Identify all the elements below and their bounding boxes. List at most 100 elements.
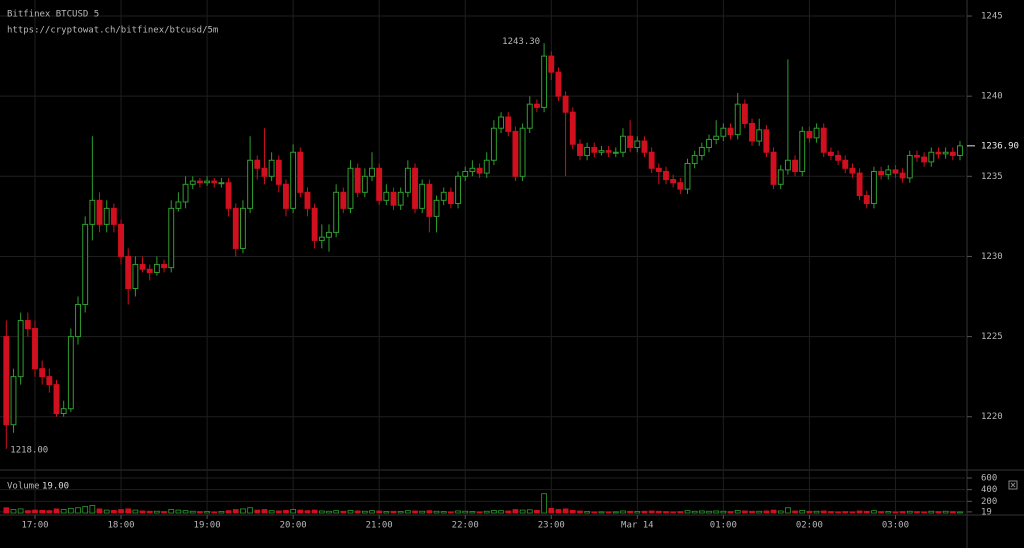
- candle-body: [153, 263, 160, 273]
- candle-body: [455, 175, 461, 205]
- volume-bar: [799, 509, 806, 514]
- volume-bar: [240, 508, 246, 514]
- candle-body: [741, 103, 748, 124]
- candle-body: [878, 170, 885, 176]
- volume-bar: [3, 507, 10, 514]
- volume-bar: [397, 511, 404, 514]
- volume-bar: [921, 511, 927, 514]
- candle-body: [261, 167, 268, 177]
- candle-body: [885, 169, 892, 176]
- volume-bar: [548, 507, 555, 514]
- candle-body: [691, 154, 698, 164]
- candle-body: [792, 159, 798, 172]
- candle-body: [835, 154, 842, 161]
- candle-body: [684, 162, 691, 190]
- volume-bar: [175, 509, 182, 514]
- volume-bar: [871, 510, 877, 514]
- candle-body: [512, 130, 519, 177]
- volume-bar: [806, 510, 813, 514]
- candle-body: [713, 135, 720, 140]
- candle-body: [562, 95, 569, 113]
- volume-bar: [103, 509, 110, 514]
- candle-body: [655, 167, 662, 172]
- candle-body: [103, 207, 110, 225]
- candle-body: [612, 151, 619, 154]
- volume-bar: [792, 510, 798, 514]
- volume-bar: [949, 511, 956, 514]
- volume-bar: [46, 510, 53, 514]
- volume-bar: [691, 510, 698, 514]
- volume-label: Volume: [7, 482, 40, 492]
- candle-body: [706, 138, 712, 148]
- volume-bar: [405, 510, 411, 514]
- candle-body: [641, 140, 648, 153]
- chart-subtitle: https://cryptowat.ch/bitfinex/btcusd/5m: [7, 26, 218, 36]
- volume-bar: [60, 509, 67, 514]
- volume-bar: [283, 509, 289, 514]
- candle-body: [914, 154, 920, 158]
- candle-body: [813, 127, 820, 139]
- x-tick-label: 22:00: [452, 521, 479, 531]
- volume-bar: [440, 511, 447, 514]
- volume-bar: [75, 507, 81, 514]
- candle-body: [376, 167, 383, 201]
- candle-body: [132, 263, 139, 289]
- candle-body: [949, 151, 956, 156]
- volume-bar: [297, 509, 304, 514]
- close-button[interactable]: [1008, 480, 1018, 490]
- volume-bar: [957, 511, 963, 514]
- volume-bar: [17, 508, 24, 514]
- candle-body: [584, 146, 591, 156]
- candle-body: [232, 207, 239, 249]
- x-tick-label: 19:00: [194, 521, 221, 531]
- candle-body: [96, 199, 103, 225]
- candle-body: [921, 156, 928, 163]
- candle-body: [928, 151, 935, 163]
- candle-body: [225, 182, 232, 209]
- volume-bar: [361, 510, 368, 514]
- candle-body: [505, 116, 512, 132]
- volume-bar: [469, 511, 476, 514]
- volume-bar: [161, 511, 167, 514]
- candle-body: [827, 151, 834, 156]
- candle-body: [842, 159, 849, 169]
- candle-body: [340, 191, 347, 209]
- volume-bar: [742, 510, 748, 514]
- volume-bar: [569, 509, 576, 514]
- volume-last: 19.00: [42, 482, 69, 492]
- volume-bar: [634, 511, 641, 514]
- volume-bar: [232, 509, 239, 514]
- volume-bar: [204, 511, 210, 514]
- chart-title: Bitfinex BTCUSD 5: [7, 10, 99, 20]
- volume-bar: [914, 511, 920, 514]
- labels: Bitfinex BTCUSD 5 https://cryptowat.ch/b…: [7, 10, 1019, 531]
- x-tick-label: 01:00: [710, 521, 737, 531]
- candle-body: [290, 151, 297, 209]
- candle-body: [196, 180, 203, 184]
- candle-body: [856, 172, 863, 197]
- volume-bar: [526, 509, 533, 514]
- candle-body: [670, 179, 677, 184]
- candle-body: [892, 169, 899, 174]
- volume-bar: [842, 511, 849, 514]
- candle-body: [118, 223, 124, 257]
- x-tick-label: Mar 14: [621, 521, 654, 531]
- volume-bar: [828, 511, 834, 514]
- candle-body: [526, 103, 533, 129]
- candle-body: [863, 195, 870, 205]
- volume-bar: [168, 509, 175, 514]
- x-tick-label: 20:00: [280, 521, 307, 531]
- candle-body: [32, 328, 38, 370]
- candle-body: [318, 236, 325, 241]
- volume-bar: [53, 508, 60, 514]
- volume-bar: [641, 510, 648, 514]
- volume-bar: [512, 509, 519, 514]
- candle-body: [763, 129, 770, 153]
- volume-bar: [878, 511, 884, 514]
- candle-body: [806, 130, 813, 139]
- volume-bar: [261, 509, 268, 514]
- candle-body: [498, 116, 505, 129]
- volume-bar: [419, 510, 426, 514]
- volume-bar: [505, 510, 512, 514]
